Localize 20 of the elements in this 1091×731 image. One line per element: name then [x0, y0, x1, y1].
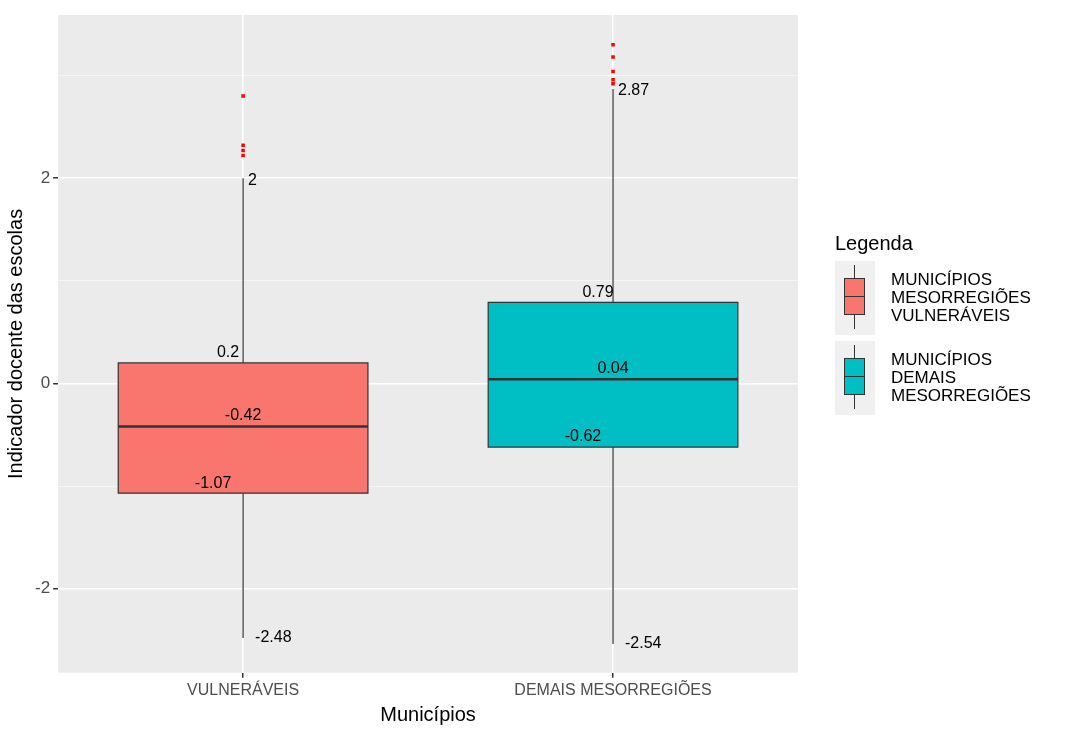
annotation: -2.48: [255, 628, 292, 646]
annotation: -2.54: [625, 634, 662, 652]
x-axis-title: Municípios: [380, 702, 476, 725]
annotation: 2.87: [618, 81, 650, 99]
annotation: -1.07: [194, 473, 232, 491]
annotation: -0.62: [564, 427, 602, 445]
legend-label: MUNICÍPIOS DEMAIS MESORREGIÕES: [891, 350, 1031, 405]
annotation: 0.2: [216, 343, 240, 361]
y-tick-label: 2: [40, 167, 51, 187]
y-axis-title: Indicador docente das escolas: [3, 208, 26, 479]
annotation: -0.42: [224, 405, 262, 423]
legend-label: MUNICÍPIOS MESORREGIÕES VULNERÁVEIS: [891, 270, 1031, 325]
annotation: 0.79: [582, 282, 614, 300]
y-tick-label: -2: [34, 578, 51, 598]
x-tick-label: VULNERÁVEIS: [187, 679, 300, 698]
legend-title: Legenda: [835, 232, 914, 255]
x-tick-label: DEMAIS MESORREGIÕES: [514, 678, 712, 698]
y-tick-label: 0: [40, 373, 51, 393]
annotation: 2: [248, 170, 258, 188]
annotation: 0.04: [597, 358, 629, 376]
